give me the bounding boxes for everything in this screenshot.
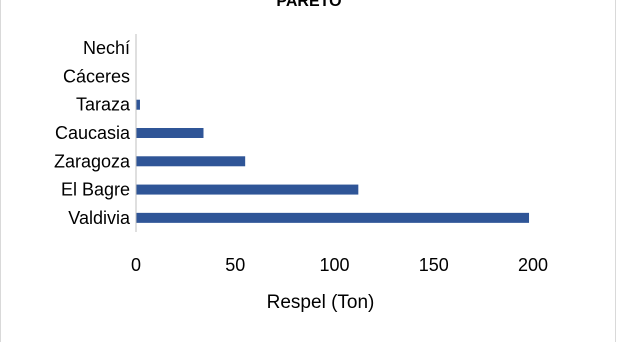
category-label: Cáceres [63,66,130,86]
x-tick-label: 150 [419,255,449,275]
bar-taraza [136,99,140,110]
bar-el-bagre [136,184,359,195]
x-tick-label: 200 [518,255,548,275]
bar-zaragoza [136,156,246,167]
tick-labels: 0 50 100 150 200 [131,255,548,275]
x-tick-label: 50 [225,255,245,275]
category-label: Taraza [76,95,131,115]
bar-valdivia [136,212,530,223]
category-label: Nechí [83,38,130,58]
bar-caucasia [136,128,204,138]
x-tick-label: 100 [319,255,349,275]
category-label: Caucasia [55,123,131,143]
category-labels: Valdivia El Bagre Zaragoza Caucasia Taraza Cá… [54,38,131,228]
category-label: El Bagre [61,180,130,200]
x-tick-label: 0 [131,255,141,275]
category-label: Valdivia [68,208,131,228]
x-axis-title: Respel (Ton) [267,292,375,313]
category-label: Zaragoza [54,151,131,171]
bars-layer [136,99,530,223]
chart-title: PARETO [276,0,341,10]
